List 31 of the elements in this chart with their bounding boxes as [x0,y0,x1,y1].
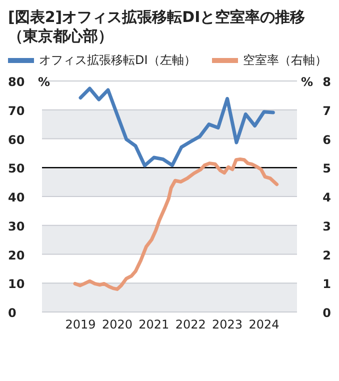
y-tick-label: 20 [8,248,25,262]
legend-label: 空室率（右軸） [242,52,327,69]
y-axis-title: % [38,75,50,89]
y2-tick-label: 1 [322,277,331,292]
y2-tick-label: 4 [322,190,331,204]
y2-tick-label: 0 [322,306,331,320]
y-tick-label: 10 [8,277,25,292]
y-tick-label: 40 [8,190,25,204]
y2-tick-label: 6 [322,132,331,147]
x-tick-label: 2024 [248,318,280,332]
y-tick-label: 70 [8,104,25,118]
x-tick-label: 2022 [175,318,206,332]
y2-axis-title: % [300,75,313,89]
y-tick-label: 30 [8,219,25,234]
x-tick-label: 2023 [212,318,243,332]
x-tick-label: 2020 [102,318,132,332]
y-tick-label: 50 [8,162,25,176]
y2-tick-label: 5 [322,162,331,176]
line-series [73,158,279,291]
line-series [78,86,275,168]
x-tick-label: 2021 [138,318,170,332]
y-tick-label: 0 [8,306,16,320]
y2-tick-label: 3 [322,219,331,234]
y-tick-label: 60 [8,132,25,147]
y2-tick-label: 8 [322,75,331,89]
y2-tick-label: 2 [322,248,331,262]
chart-title: [図表2]オフィス拡張移転DIと空室率の推移（東京都心部） [8,8,306,46]
x-tick-label: 2019 [65,318,96,332]
legend-label: オフィス拡張移転DI（左軸） [39,52,196,69]
y2-tick-label: 7 [322,104,331,118]
y-tick-label: 80 [8,75,25,89]
